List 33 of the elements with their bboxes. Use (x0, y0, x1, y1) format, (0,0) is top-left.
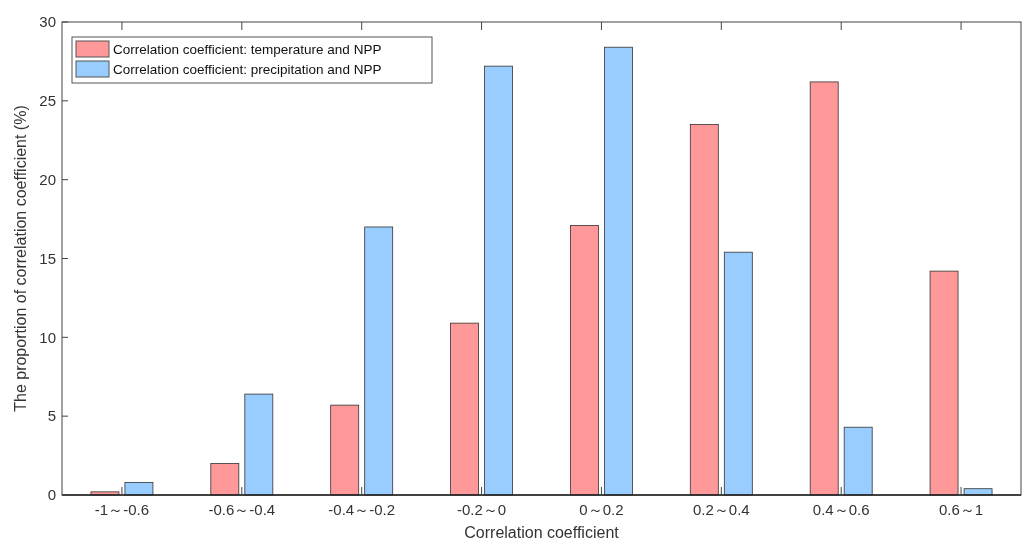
x-tick-label: -0.4～-0.2 (328, 501, 396, 518)
y-tick-label: 30 (39, 13, 56, 31)
x-tick-label: 0～0.2 (579, 501, 624, 518)
bar (244, 393, 274, 496)
bar (124, 481, 154, 496)
bar (330, 404, 360, 496)
y-axis-title: The proportion of correlation coefficient (%) (12, 105, 29, 412)
x-axis-title: Correlation coefficient (464, 524, 620, 541)
bar (809, 81, 839, 496)
bar (843, 426, 873, 496)
bar (604, 46, 633, 496)
x-tick-label: 0.6～1 (938, 501, 984, 518)
legend-label: Correlation coefficient: temperature and NPP (113, 41, 382, 57)
bar (364, 226, 394, 496)
x-tick-label: -1～-0.6 (94, 501, 150, 518)
y-tick-label: 20 (39, 170, 56, 188)
legend-label: Correlation coefficient: precipitation and NPP (113, 61, 382, 77)
x-tick-label: -0.6～-0.4 (208, 501, 276, 518)
y-tick-label: 0 (47, 486, 56, 504)
y-tick-label: 25 (39, 92, 56, 110)
x-tick-label: 0.2～0.4 (692, 501, 750, 518)
y-tick-label: 5 (47, 407, 56, 425)
x-tick-label: -0.2～0 (456, 501, 507, 518)
bar (484, 65, 513, 496)
bar (210, 463, 240, 496)
bar (570, 224, 599, 496)
x-tick-label: 0.4～0.6 (812, 501, 870, 518)
y-tick-label: 10 (39, 328, 56, 346)
bar (723, 251, 753, 496)
bar (689, 124, 719, 496)
y-tick-label: 15 (39, 249, 56, 267)
bar (929, 270, 959, 496)
bar (450, 322, 479, 496)
